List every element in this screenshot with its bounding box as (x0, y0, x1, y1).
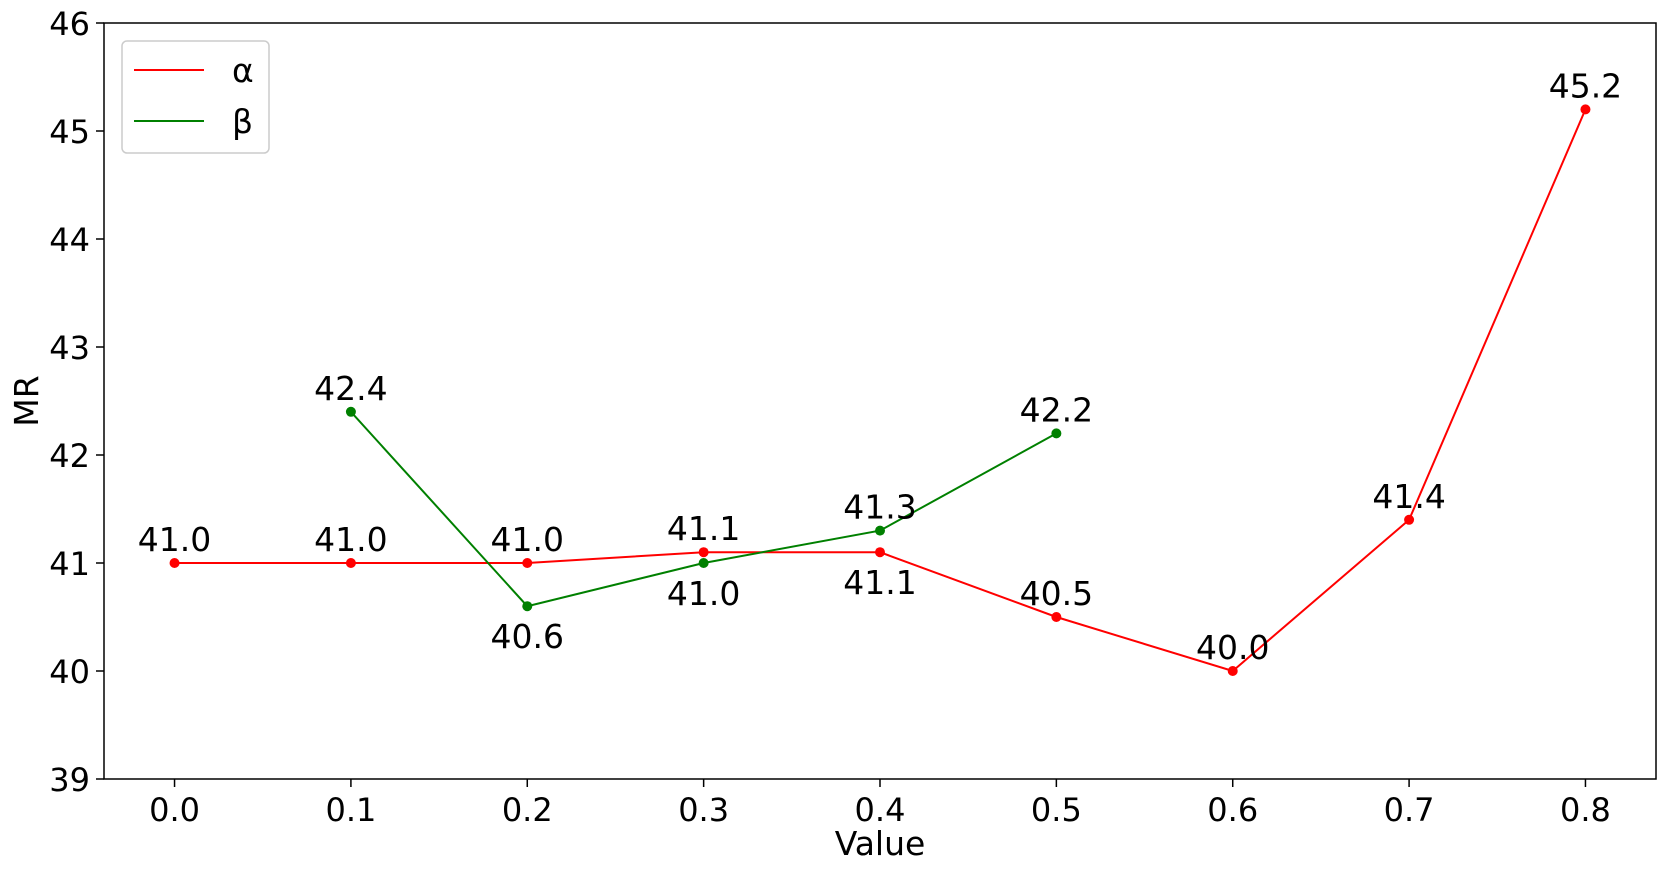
data-point (1051, 428, 1062, 439)
data-point (169, 558, 180, 568)
data-label: 40.5 (1020, 574, 1093, 613)
data-point (875, 525, 885, 536)
x-tick-label: 0.0 (149, 791, 200, 829)
y-axis-ticks: 39 40 41 42 43 44 45 46 (49, 5, 104, 799)
data-label: 41.1 (843, 563, 916, 602)
data-label: 41.1 (667, 509, 740, 548)
y-tick-label: 45 (49, 113, 90, 151)
y-tick-label: 42 (49, 437, 90, 475)
data-label: 42.2 (1020, 390, 1093, 429)
y-tick-label: 43 (49, 329, 90, 367)
data-label: 41.0 (314, 520, 387, 559)
x-axis-ticks: 0.0 0.1 0.2 0.3 0.4 0.5 0.6 0.7 0.8 (149, 779, 1611, 829)
data-point (1051, 612, 1062, 622)
data-label: 40.0 (1196, 628, 1269, 667)
legend: α β (121, 40, 270, 154)
data-point (1404, 514, 1415, 525)
x-tick-label: 0.6 (1207, 791, 1258, 829)
data-label: 45.2 (1549, 66, 1622, 105)
y-tick-label: 40 (49, 653, 90, 691)
series-layer (169, 104, 1591, 676)
data-labels: 41.0 41.0 41.0 41.1 41.1 40.5 40.0 41.4 45.2 42.4… (138, 66, 1622, 667)
data-point (698, 558, 709, 568)
data-label: 40.6 (491, 617, 564, 656)
y-tick-label: 39 (49, 761, 90, 799)
y-tick-label: 46 (49, 5, 90, 43)
x-tick-label: 0.3 (678, 791, 729, 829)
x-tick-label: 0.8 (1560, 791, 1611, 829)
x-tick-label: 0.5 (1031, 791, 1082, 829)
data-point (522, 558, 533, 568)
data-point (522, 601, 533, 612)
x-tick-label: 0.4 (855, 791, 906, 829)
data-point (1227, 666, 1238, 676)
x-axis-label: Value (835, 824, 926, 863)
x-tick-label: 0.2 (502, 791, 553, 829)
data-label: 42.4 (314, 369, 387, 408)
data-label: 41.3 (843, 488, 916, 527)
legend-label-beta: β (232, 102, 253, 141)
y-tick-label: 41 (49, 545, 90, 583)
data-point (345, 406, 356, 417)
x-tick-label: 0.7 (1384, 791, 1435, 829)
y-tick-label: 44 (49, 221, 90, 259)
data-point (1580, 104, 1591, 115)
data-point (875, 547, 885, 558)
data-label: 41.0 (491, 520, 564, 559)
data-point (345, 558, 356, 568)
data-label: 41.0 (138, 520, 211, 559)
data-point (698, 547, 709, 558)
legend-label-alpha: α (232, 51, 254, 90)
x-tick-label: 0.1 (325, 791, 376, 829)
data-label: 41.4 (1372, 477, 1445, 516)
data-label: 41.0 (667, 574, 740, 613)
y-axis-label: MR (7, 375, 46, 426)
